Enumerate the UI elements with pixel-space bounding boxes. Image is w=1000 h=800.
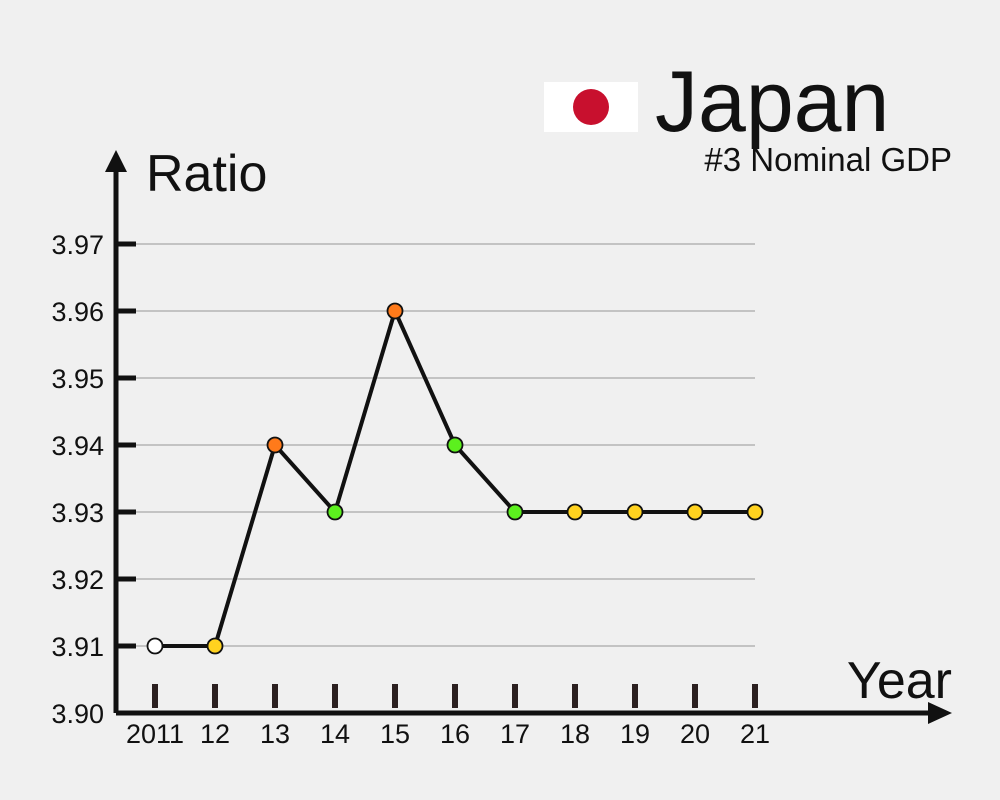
data-points <box>146 302 764 655</box>
x-ticks: 2011 12 13 14 15 16 17 18 19 20 21 <box>126 684 770 749</box>
y-tick-label: 3.95 <box>51 364 104 394</box>
data-point <box>206 637 224 655</box>
x-tick-label: 20 <box>680 719 710 749</box>
y-axis-title: Ratio <box>146 145 267 203</box>
x-tick-label: 19 <box>620 719 650 749</box>
series-line <box>155 309 755 648</box>
x-tick-label: 15 <box>380 719 410 749</box>
data-point <box>686 503 704 521</box>
data-point <box>326 503 344 521</box>
data-point <box>746 503 764 521</box>
data-point <box>266 436 284 454</box>
data-point <box>386 302 404 320</box>
x-tick-label: 16 <box>440 719 470 749</box>
x-tick-label: 14 <box>320 719 350 749</box>
x-tick-label: 17 <box>500 719 530 749</box>
y-tick-label: 3.92 <box>51 565 104 595</box>
x-axis-arrow-icon <box>928 702 952 724</box>
y-tick-label: 3.91 <box>51 632 104 662</box>
axes: Ratio Year <box>105 145 952 724</box>
y-axis-arrow-icon <box>105 150 127 172</box>
x-tick-label: 13 <box>260 719 290 749</box>
y-tick-label: 3.94 <box>51 431 104 461</box>
y-tick-label: 3.97 <box>51 230 104 260</box>
data-point <box>446 436 464 454</box>
chart-header: Japan #3 Nominal GDP <box>544 54 952 178</box>
x-axis-title: Year <box>847 652 952 710</box>
y-tick-label: 3.90 <box>51 699 104 729</box>
japan-flag-disc <box>573 89 609 125</box>
x-tick-label: 18 <box>560 719 590 749</box>
x-tick-label: 2011 <box>126 719 184 749</box>
data-point <box>566 503 584 521</box>
country-title: Japan <box>655 54 889 150</box>
data-point <box>146 637 164 655</box>
x-tick-label: 12 <box>200 719 230 749</box>
y-tick-label: 3.96 <box>51 297 104 327</box>
y-tick-label: 3.93 <box>51 498 104 528</box>
grid-lines <box>120 243 755 647</box>
y-ticks: 3.90 3.91 3.92 3.93 3.94 3.95 3.96 3.97 <box>51 230 136 729</box>
chart-subtitle: #3 Nominal GDP <box>704 141 952 178</box>
data-point <box>506 503 524 521</box>
x-tick-label: 21 <box>740 719 770 749</box>
data-point <box>626 503 644 521</box>
series <box>155 309 755 648</box>
